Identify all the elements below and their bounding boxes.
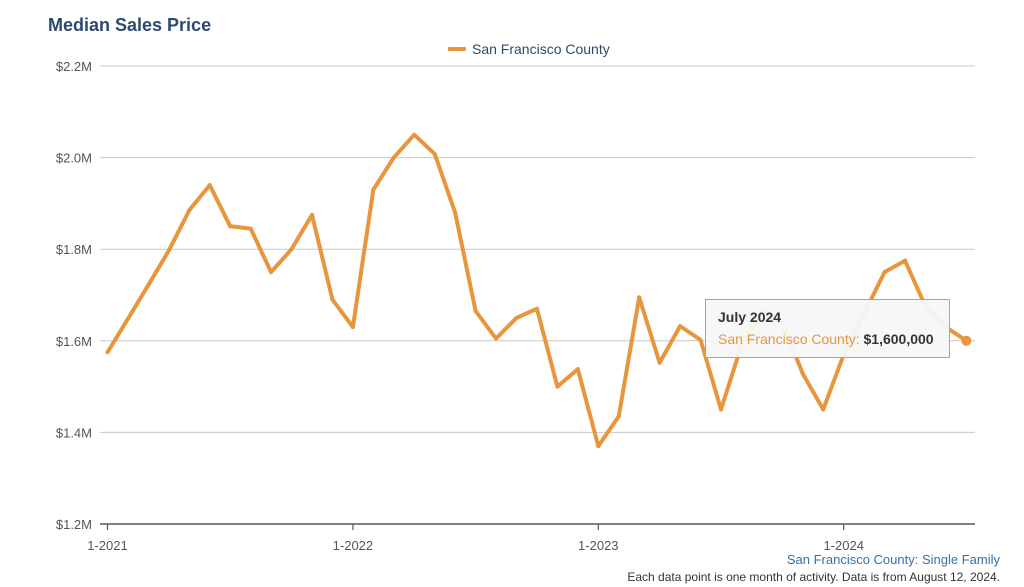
highlighted-data-point — [961, 335, 972, 346]
series-line-segment — [453, 210, 478, 314]
series-line-segment — [105, 316, 130, 355]
data-point — [166, 248, 172, 254]
data-point — [105, 349, 111, 355]
series-line-segment — [166, 208, 192, 253]
y-tick-label: $1.2M — [56, 517, 92, 532]
series-line-segment — [289, 212, 314, 252]
series-line-segment — [228, 224, 253, 231]
x-tick-label: 1-2024 — [823, 538, 863, 553]
data-point — [432, 151, 438, 157]
data-point — [125, 316, 131, 322]
series-line-segment — [514, 306, 539, 320]
series-line-segment — [555, 367, 580, 389]
data-point — [616, 413, 622, 419]
series-line-segment — [391, 132, 417, 160]
data-point — [411, 132, 417, 138]
data-point — [370, 187, 376, 193]
series-line-segment — [207, 183, 233, 229]
series-line-segment — [494, 315, 519, 341]
data-tooltip: July 2024 San Francisco County: $1,600,0… — [705, 299, 950, 358]
data-point — [493, 336, 499, 342]
data-point — [289, 246, 295, 252]
data-point — [820, 407, 826, 413]
series-line-segment — [330, 297, 355, 330]
series-line-segment — [146, 248, 171, 287]
data-point — [350, 324, 356, 330]
data-point — [698, 337, 704, 343]
data-point — [207, 182, 213, 188]
data-point — [575, 366, 581, 372]
legend-label: San Francisco County — [472, 41, 610, 57]
series-line-segment — [821, 352, 846, 412]
data-point — [657, 360, 663, 366]
data-point — [145, 282, 151, 288]
footer-note: Each data point is one month of activity… — [627, 570, 1000, 584]
data-point — [329, 297, 335, 303]
series-line-segment — [248, 226, 274, 275]
data-point — [452, 210, 458, 216]
series-line-segment — [412, 132, 437, 156]
series-line-segment — [698, 337, 723, 412]
y-tick-label: $2.2M — [56, 59, 92, 74]
data-point — [227, 223, 233, 229]
legend[interactable]: San Francisco County — [448, 41, 610, 57]
series-line-segment — [882, 258, 908, 275]
y-tick-label: $1.4M — [56, 425, 92, 440]
series-line-segment — [125, 282, 151, 321]
data-point — [718, 407, 724, 413]
data-point — [268, 269, 274, 275]
data-point — [248, 226, 254, 232]
series-line-segment — [473, 309, 499, 341]
chart-title: Median Sales Price — [48, 15, 212, 35]
data-point — [554, 384, 560, 390]
data-point — [677, 323, 683, 329]
data-point — [309, 212, 315, 218]
y-tick-label: $2.0M — [56, 151, 92, 166]
series-line-segment — [269, 247, 294, 275]
data-point — [514, 315, 520, 321]
data-point — [595, 443, 601, 449]
series-line-segment — [616, 295, 642, 419]
series-line-segment — [432, 151, 458, 215]
x-tick-label: 1-2022 — [333, 538, 373, 553]
y-tick-label: $1.8M — [56, 242, 92, 257]
data-point — [882, 269, 888, 275]
footer-source[interactable]: San Francisco County: Single Family — [786, 552, 1000, 567]
series-line-segment — [187, 183, 212, 213]
x-tick-label: 1-2021 — [87, 538, 127, 553]
series-line-segment — [575, 367, 601, 449]
tooltip-series-label: San Francisco County: — [718, 331, 860, 347]
series-line-segment — [903, 258, 928, 309]
data-point — [534, 306, 540, 312]
data-point — [902, 258, 908, 264]
series-line-segment — [350, 187, 376, 330]
legend-swatch — [448, 47, 466, 51]
series-line-segment — [657, 324, 683, 365]
series-line-segment — [678, 324, 703, 342]
data-point — [473, 308, 479, 314]
y-tick-label: $1.6M — [56, 334, 92, 349]
series-line-segment — [371, 155, 396, 192]
series-line-segment — [800, 371, 826, 412]
data-point — [391, 155, 397, 161]
tooltip-title: July 2024 — [718, 309, 782, 325]
series-line-segment — [637, 295, 662, 365]
tooltip-row: San Francisco County: $1,600,000 — [718, 331, 937, 347]
series-line-segment — [534, 306, 560, 389]
x-tick-label: 1-2023 — [578, 538, 618, 553]
data-point — [186, 207, 192, 213]
tooltip-value: $1,600,000 — [863, 331, 934, 347]
data-point — [800, 371, 806, 377]
series-line-segment — [596, 414, 621, 449]
series-line-segment — [310, 212, 335, 302]
data-point — [636, 294, 642, 300]
